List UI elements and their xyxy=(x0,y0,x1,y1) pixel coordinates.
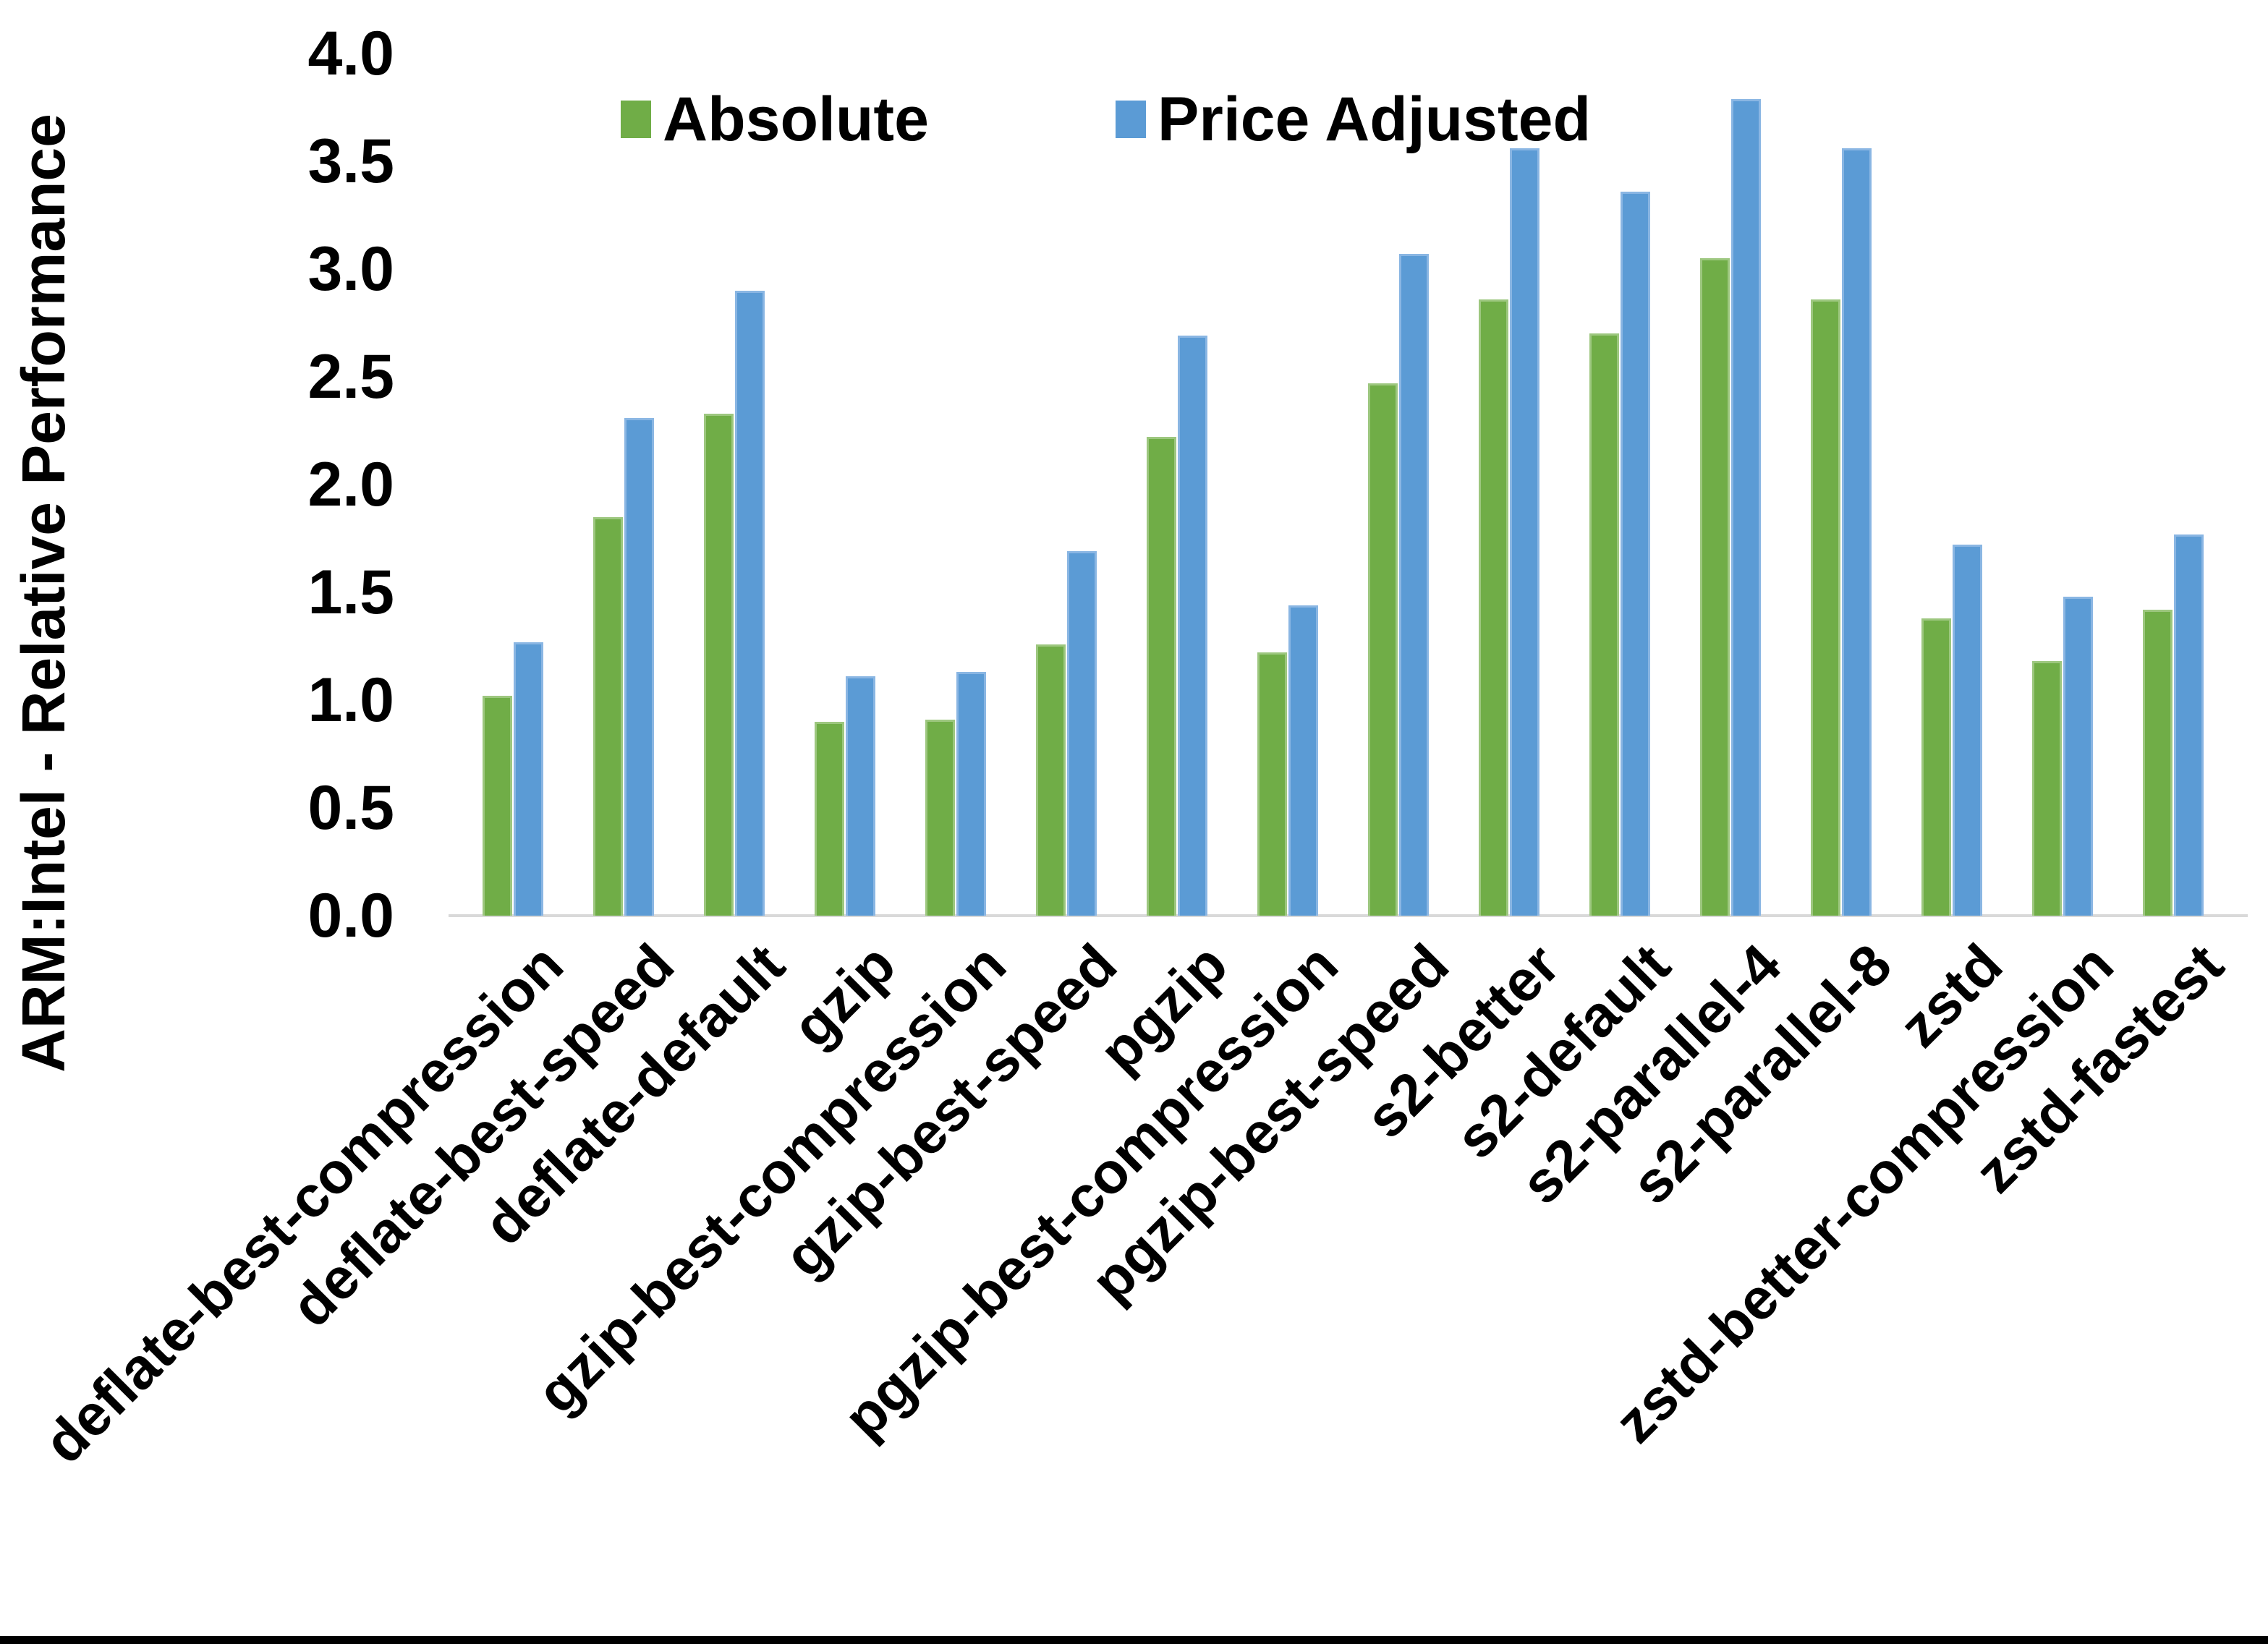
bar-price-adjusted-deflate-best-speed xyxy=(624,418,654,916)
y-tick-label-0.5: 0.5 xyxy=(307,773,394,843)
bar-price-adjusted-s2-parallel-4 xyxy=(1731,99,1761,916)
y-tick-label-0.0: 0.0 xyxy=(307,881,394,950)
bar-price-adjusted-pgzip xyxy=(1178,336,1207,916)
bar-price-adjusted-s2-parallel-8 xyxy=(1842,148,1872,916)
y-tick-label-2.0: 2.0 xyxy=(307,450,394,519)
bar-price-adjusted-deflate-default xyxy=(735,291,765,916)
legend-label-price-adjusted: Price Adjusted xyxy=(1158,84,1591,154)
y-tick-label-2.5: 2.5 xyxy=(307,342,394,412)
bar-absolute-zstd-better-compression xyxy=(2032,661,2062,916)
bar-price-adjusted-deflate-best-compression xyxy=(514,642,543,916)
bar-absolute-deflate-best-compression xyxy=(483,696,512,916)
bar-absolute-zstd xyxy=(1921,618,1951,916)
bar-price-adjusted-gzip-best-speed xyxy=(1067,551,1097,916)
y-tick-label-1.5: 1.5 xyxy=(307,558,394,627)
bar-price-adjusted-s2-default xyxy=(1621,192,1650,916)
bar-price-adjusted-gzip xyxy=(846,676,875,916)
bar-price-adjusted-zstd xyxy=(1953,545,1982,916)
legend-label-absolute: Absolute xyxy=(663,84,929,154)
bar-absolute-gzip-best-speed xyxy=(1036,644,1066,916)
bar-price-adjusted-pgzip-best-compression xyxy=(1288,605,1318,916)
bar-absolute-pgzip-best-speed xyxy=(1368,383,1398,916)
y-tick-label-4.0: 4.0 xyxy=(307,19,394,88)
bar-price-adjusted-s2-better xyxy=(1510,148,1539,916)
bar-price-adjusted-zstd-fastest xyxy=(2174,534,2204,916)
bar-absolute-gzip-best-compression xyxy=(925,720,955,916)
bar-absolute-gzip xyxy=(815,722,844,916)
bar-absolute-s2-better xyxy=(1479,299,1508,916)
x-axis-line xyxy=(449,914,2248,917)
bar-price-adjusted-pgzip-best-speed xyxy=(1399,254,1429,916)
y-tick-label-3.5: 3.5 xyxy=(307,127,394,196)
bar-price-adjusted-zstd-better-compression xyxy=(2063,597,2093,916)
bar-absolute-deflate-best-speed xyxy=(593,517,623,916)
bar-absolute-pgzip xyxy=(1147,437,1176,916)
legend-swatch-absolute xyxy=(621,101,651,138)
y-tick-label-1.0: 1.0 xyxy=(307,665,394,735)
bar-absolute-s2-default xyxy=(1589,333,1619,916)
legend-swatch-price-adjusted xyxy=(1116,101,1146,138)
slide-bottom-border xyxy=(0,1636,2268,1644)
bar-absolute-zstd-fastest xyxy=(2143,610,2173,916)
bar-price-adjusted-gzip-best-compression xyxy=(956,672,986,916)
bar-absolute-s2-parallel-8 xyxy=(1811,299,1840,916)
bar-absolute-s2-parallel-4 xyxy=(1700,258,1730,916)
legend-item-price-adjusted: Price Adjusted xyxy=(1116,85,1591,154)
bar-absolute-deflate-default xyxy=(704,414,734,916)
y-tick-label-3.0: 3.0 xyxy=(307,234,394,304)
bar-absolute-pgzip-best-compression xyxy=(1257,652,1287,916)
legend-item-absolute: Absolute xyxy=(621,85,929,154)
